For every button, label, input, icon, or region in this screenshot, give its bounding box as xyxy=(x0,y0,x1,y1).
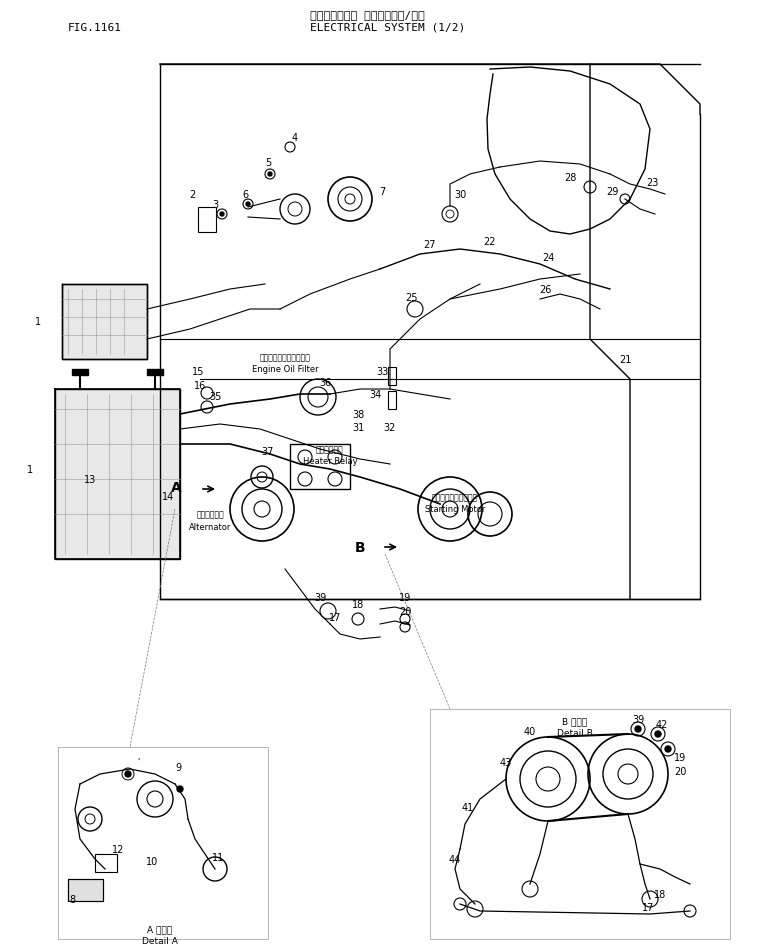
Text: 8: 8 xyxy=(69,894,75,904)
Text: 18: 18 xyxy=(352,600,364,609)
Circle shape xyxy=(220,213,224,217)
Text: 12: 12 xyxy=(112,844,124,854)
Text: ': ' xyxy=(137,757,139,765)
Text: 10: 10 xyxy=(146,856,158,866)
Circle shape xyxy=(125,771,131,777)
Circle shape xyxy=(177,786,183,792)
Text: 14: 14 xyxy=(162,491,174,502)
Text: 34: 34 xyxy=(369,389,381,400)
Bar xyxy=(388,391,396,409)
Text: Heater Relay: Heater Relay xyxy=(302,457,357,466)
Text: 13: 13 xyxy=(84,474,96,485)
Text: 30: 30 xyxy=(454,189,466,200)
Bar xyxy=(95,854,117,872)
Bar xyxy=(68,879,103,901)
Text: 44: 44 xyxy=(449,854,461,864)
Text: 4: 4 xyxy=(292,133,298,143)
Text: 22: 22 xyxy=(484,237,496,247)
Text: 42: 42 xyxy=(656,720,668,729)
Text: 43: 43 xyxy=(500,757,512,767)
Bar xyxy=(290,445,350,489)
Circle shape xyxy=(665,746,671,752)
Text: 19: 19 xyxy=(674,752,686,763)
Text: 31: 31 xyxy=(352,423,364,432)
Text: スターティングモータ: スターティングモータ xyxy=(432,493,478,502)
Text: エレクトリカル システム（１/２）: エレクトリカル システム（１/２） xyxy=(310,10,425,20)
Text: A 詳細図: A 詳細図 xyxy=(147,924,173,934)
Text: 41: 41 xyxy=(462,803,474,812)
Text: ヒータリレー: ヒータリレー xyxy=(316,445,344,454)
Text: 33: 33 xyxy=(376,367,388,377)
Text: 9: 9 xyxy=(175,763,181,772)
Text: 40: 40 xyxy=(524,726,536,736)
Text: 18: 18 xyxy=(654,889,666,899)
Bar xyxy=(62,285,147,360)
Text: 7: 7 xyxy=(379,187,385,197)
Text: 3: 3 xyxy=(212,200,218,209)
Text: エンジンオイルフィルタ: エンジンオイルフィルタ xyxy=(260,353,310,362)
Circle shape xyxy=(268,173,272,177)
Text: 21: 21 xyxy=(619,355,632,365)
Text: Engine Oil Filter: Engine Oil Filter xyxy=(252,366,318,374)
Text: オルタネータ: オルタネータ xyxy=(196,510,224,519)
Text: 6: 6 xyxy=(242,189,248,200)
Text: 15: 15 xyxy=(192,367,204,377)
Bar xyxy=(68,879,103,901)
Text: 24: 24 xyxy=(542,252,554,263)
Text: 26: 26 xyxy=(539,285,551,295)
Text: 11: 11 xyxy=(212,852,224,863)
Circle shape xyxy=(655,731,661,737)
Text: 25: 25 xyxy=(406,292,418,303)
Text: 35: 35 xyxy=(209,391,221,402)
Text: 27: 27 xyxy=(424,240,436,249)
Bar xyxy=(198,208,216,232)
Text: Starting Motor: Starting Motor xyxy=(425,505,485,514)
Text: 1: 1 xyxy=(27,465,33,474)
Text: 1: 1 xyxy=(35,317,41,327)
Text: 2: 2 xyxy=(189,189,195,200)
Text: 38: 38 xyxy=(352,409,364,420)
Text: 17: 17 xyxy=(641,902,654,912)
Bar xyxy=(55,389,180,560)
Text: ELECTRICAL SYSTEM (1/2): ELECTRICAL SYSTEM (1/2) xyxy=(310,23,465,33)
Bar xyxy=(388,367,396,386)
Text: 36: 36 xyxy=(319,378,331,387)
Text: 39: 39 xyxy=(314,592,326,603)
Text: 29: 29 xyxy=(606,187,618,197)
Text: 16: 16 xyxy=(194,381,206,390)
Text: 19: 19 xyxy=(399,592,411,603)
Text: 39: 39 xyxy=(632,714,644,724)
Text: 5: 5 xyxy=(265,158,271,168)
Text: A: A xyxy=(171,481,182,494)
Text: 17: 17 xyxy=(329,612,341,623)
Text: FIG.1161: FIG.1161 xyxy=(68,23,122,33)
Text: 20: 20 xyxy=(674,766,686,776)
Text: B 詳細図: B 詳細図 xyxy=(562,717,587,725)
Text: 20: 20 xyxy=(399,606,411,616)
Text: Alternator: Alternator xyxy=(188,522,231,531)
Circle shape xyxy=(246,203,250,207)
Bar xyxy=(147,369,163,376)
Text: 37: 37 xyxy=(261,446,274,457)
Text: B: B xyxy=(355,541,366,554)
Text: 23: 23 xyxy=(646,178,658,188)
Text: 28: 28 xyxy=(564,173,576,183)
Text: 32: 32 xyxy=(384,423,396,432)
Circle shape xyxy=(635,726,641,732)
Text: Detail B: Detail B xyxy=(557,728,593,738)
Text: Detail A: Detail A xyxy=(142,937,178,945)
Bar xyxy=(72,369,88,376)
